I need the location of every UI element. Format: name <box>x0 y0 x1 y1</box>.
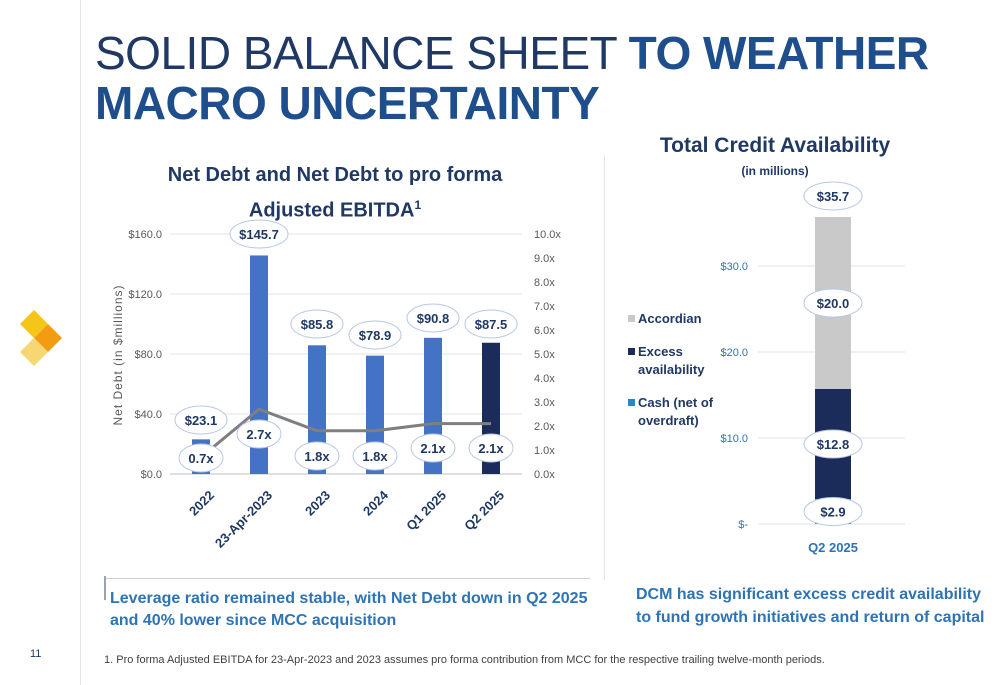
leverage-value-label: 1.8x <box>304 449 330 464</box>
legend-swatch-cash <box>628 399 635 406</box>
y-tick-label: $40.0 <box>134 409 162 421</box>
credit-segment-label-bubble <box>803 497 863 527</box>
y-tick-label: $80.0 <box>134 349 162 361</box>
net-debt-chart-title-text: Net Debt and Net Debt to pro forma Adjus… <box>167 164 503 222</box>
net-debt-bar <box>250 255 268 474</box>
legend-item-cash: Cash (net of overdraft) <box>628 394 723 430</box>
y2-tick-label: 2.0x <box>534 421 555 433</box>
credit-total-label-bubble <box>803 181 863 211</box>
caption-divider <box>105 578 590 579</box>
leverage-value-label: 2.1x <box>420 441 446 456</box>
section-divider <box>604 155 605 580</box>
y-tick-label: $160.0 <box>128 229 162 241</box>
y-axis-label: Net Debt (in $millions) <box>111 284 125 425</box>
left-margin-rule <box>80 0 81 685</box>
net-debt-value-label-bubble <box>348 320 402 350</box>
footnote-marker: 1 <box>414 198 422 212</box>
credit-y-tick-label: $20.0 <box>720 347 748 359</box>
net-debt-value-label-bubble <box>290 309 344 339</box>
y2-tick-label: 5.0x <box>534 349 555 361</box>
leverage-value-label: 2.7x <box>246 427 272 442</box>
credit-segment-label: $12.8 <box>817 437 850 452</box>
leverage-caption: Leverage ratio remained stable, with Net… <box>110 590 588 629</box>
net-debt-value-label-bubble <box>406 303 460 333</box>
leverage-value-label-bubble <box>294 441 340 471</box>
y2-tick-label: 8.0x <box>534 277 555 289</box>
legend-item-accordian: Accordian <box>628 310 723 328</box>
credit-segment-label: $20.0 <box>817 296 850 311</box>
leverage-value-label: 2.1x <box>478 441 504 456</box>
credit-segment-label-bubble <box>803 288 863 318</box>
y2-tick-label: 3.0x <box>534 397 555 409</box>
net-debt-value-label: $85.8 <box>301 317 334 332</box>
page-number: 11 <box>30 648 42 660</box>
credit-chart-title: Total Credit Availability <box>659 134 891 157</box>
y-tick-label: $120.0 <box>128 289 162 301</box>
credit-segment-label-bubble <box>803 429 863 459</box>
credit-x-tick-label: Q2 2025 <box>808 540 858 555</box>
leverage-value-label-bubble <box>236 419 282 449</box>
headline-thin: SOLID BALANCE SHEET <box>95 27 617 79</box>
company-logo <box>20 310 62 366</box>
page-headline: SOLID BALANCE SHEET TO WEATHER MACRO UNC… <box>95 28 975 128</box>
credit-y-tick-label: $- <box>738 519 748 531</box>
credit-legend: Accordian Excess availability Cash (net … <box>628 310 723 445</box>
net-debt-value-label: $23.1 <box>185 413 218 428</box>
credit-y-tick-label: $10.0 <box>720 433 748 445</box>
legend-swatch-accordian <box>628 315 635 322</box>
leverage-line <box>200 407 491 459</box>
y-tick-label: $0.0 <box>141 469 162 481</box>
leverage-value-label-bubble <box>178 443 224 473</box>
y2-tick-label: 7.0x <box>534 301 555 313</box>
legend-label-excess: Excess availability <box>638 344 705 377</box>
y2-tick-label: 0.0x <box>534 469 555 481</box>
credit-total-label: $35.7 <box>817 189 850 204</box>
net-debt-value-label: $87.5 <box>475 317 508 332</box>
legend-item-excess: Excess availability <box>628 343 723 379</box>
y2-tick-label: 9.0x <box>534 253 555 265</box>
net-debt-value-label-bubble <box>174 405 228 435</box>
net-debt-value-label-bubble <box>464 309 518 339</box>
net-debt-chart-title: Net Debt and Net Debt to pro forma Adjus… <box>140 160 530 226</box>
net-debt-value-label: $145.7 <box>239 227 279 242</box>
net-debt-value-label-bubble <box>229 219 289 249</box>
legend-label-accordian: Accordian <box>638 311 702 326</box>
caption-divider-tick <box>104 576 106 600</box>
net-debt-value-label: $90.8 <box>417 311 450 326</box>
leverage-value-label-bubble <box>468 433 514 463</box>
credit-segment-label: $2.9 <box>820 505 845 520</box>
leverage-value-label: 0.7x <box>188 451 214 466</box>
leverage-value-label: 1.8x <box>362 449 388 464</box>
y2-tick-label: 1.0x <box>534 445 555 457</box>
leverage-value-label-bubble <box>352 441 398 471</box>
y2-tick-label: 10.0x <box>534 229 561 241</box>
leverage-value-label-bubble <box>410 433 456 463</box>
headline-bold: TO WEATHER MACRO UNCERTAINTY <box>95 27 929 129</box>
legend-label-cash: Cash (net of overdraft) <box>638 395 714 428</box>
credit-chart-subtitle: (in millions) <box>741 164 809 178</box>
credit-y-tick-label: $30.0 <box>720 261 748 273</box>
credit-caption: DCM has significant excess credit availa… <box>636 586 985 626</box>
y2-tick-label: 4.0x <box>534 373 555 385</box>
footnote: 1. Pro forma Adjusted EBITDA for 23-Apr-… <box>104 654 825 666</box>
y2-tick-label: 6.0x <box>534 325 555 337</box>
net-debt-value-label: $78.9 <box>359 328 392 343</box>
legend-swatch-excess <box>628 348 635 355</box>
